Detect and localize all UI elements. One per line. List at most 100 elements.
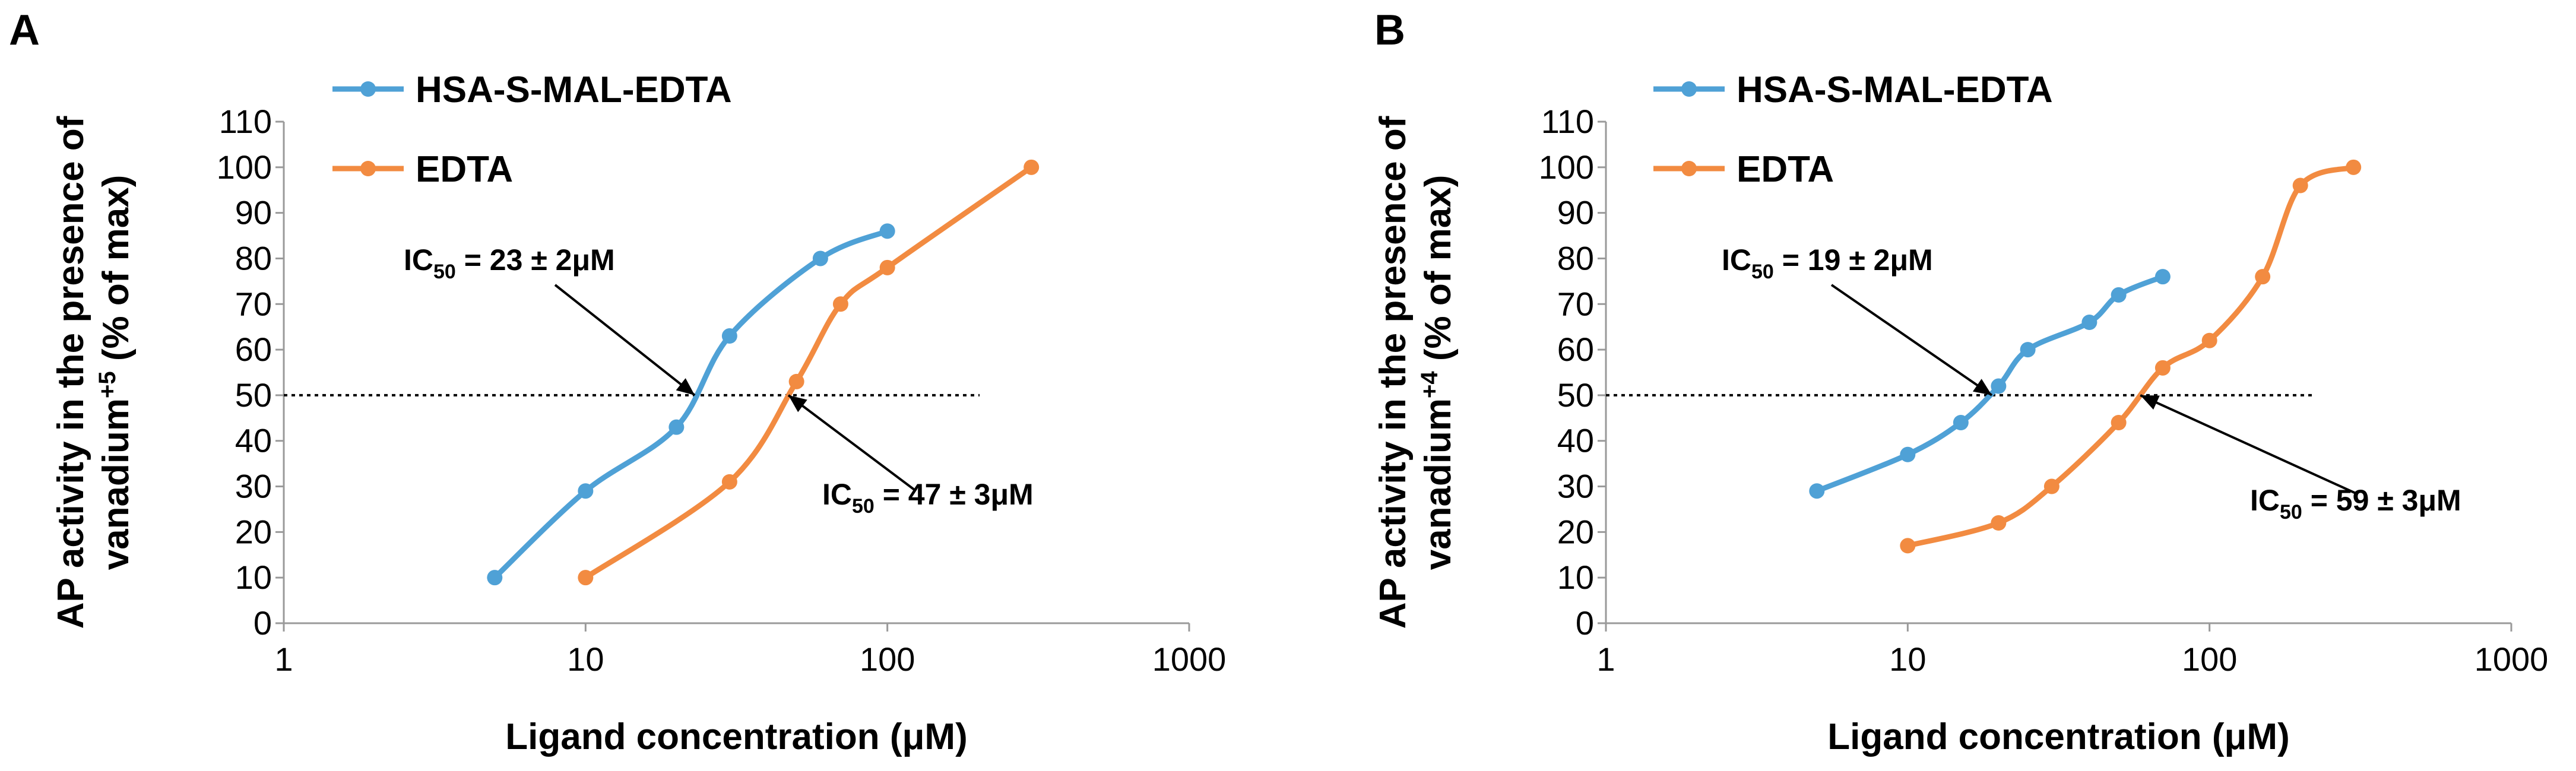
data-point: [879, 259, 895, 275]
y-tick-label: 80: [1557, 239, 1594, 277]
x-tick-label: 1: [1596, 640, 1615, 678]
data-point: [1953, 415, 1969, 430]
data-point: [1900, 538, 1916, 554]
ic50-label: IC50 = 23 ± 2μM: [404, 243, 615, 283]
x-axis-title: Ligand concentration (μM): [1827, 716, 2289, 757]
data-point: [721, 474, 737, 490]
data-point: [2111, 415, 2127, 430]
y-tick-label: 70: [235, 285, 272, 322]
y-tick-label: 0: [254, 604, 272, 642]
series-line: [1907, 164, 2355, 548]
legend-label: EDTA: [416, 149, 513, 190]
ic50-label: IC50 = 47 ± 3μM: [822, 478, 1034, 518]
data-point: [578, 483, 594, 499]
legend-swatch-marker: [1681, 161, 1697, 176]
annotation-arrow-head: [1972, 379, 1992, 395]
x-tick-label: 10: [567, 640, 604, 678]
y-tick-label: 80: [235, 239, 272, 277]
ic50-subscript: 50: [852, 495, 874, 518]
data-point: [668, 419, 685, 435]
legend-swatch-marker: [360, 81, 376, 97]
y-tick-label: 110: [219, 103, 272, 140]
y-tick-label: 30: [235, 468, 272, 505]
data-point: [1900, 446, 1916, 462]
ic50-value: = 59 ± 3μM: [2302, 484, 2461, 517]
y-tick-label: 60: [235, 331, 272, 368]
y-tick-label: 20: [235, 513, 272, 550]
data-point: [2020, 342, 2036, 358]
panel-letter: B: [1374, 7, 1405, 54]
y-axis-title-superscript: +5: [94, 371, 121, 398]
ic50-subscript: 50: [433, 261, 456, 283]
data-point: [2346, 159, 2362, 175]
y-tick-label: 90: [235, 194, 272, 231]
data-point: [1991, 378, 2007, 394]
annotation-arrow-line: [2140, 394, 2358, 495]
annotation-arrow-head: [788, 395, 807, 413]
y-axis-title-end: (% of max): [96, 175, 137, 372]
data-point: [1991, 515, 2007, 531]
series-hsa-s-mal-edta: HSA-S-MAL-EDTA: [332, 69, 895, 586]
data-point: [879, 223, 895, 239]
data-point: [1024, 159, 1040, 175]
ic50-annotation: IC50 = 59 ± 3μM: [2140, 394, 2461, 523]
y-tick-label: 50: [1557, 376, 1594, 414]
y-tick-label: 30: [1557, 468, 1594, 505]
ic50-annotation: IC50 = 19 ± 2μM: [1722, 243, 1993, 396]
y-axis-title-main: vanadium: [96, 398, 137, 570]
y-axis-title-line1: AP activity in the presence of: [1373, 116, 1414, 629]
data-point: [2043, 478, 2059, 494]
x-tick-label: 10: [1889, 640, 1926, 678]
legend-swatch-marker: [360, 161, 376, 176]
x-axis-title: Ligand concentration (μM): [505, 716, 967, 757]
x-tick-label: 1000: [1152, 640, 1227, 678]
data-point: [1809, 483, 1825, 499]
y-tick-label: 10: [1557, 559, 1594, 596]
data-point: [2201, 332, 2217, 348]
y-axis-title-line1: AP activity in the presence of: [50, 116, 91, 629]
data-point: [2292, 177, 2308, 193]
annotation-arrow-line: [554, 284, 696, 396]
series-line: [493, 229, 889, 580]
y-tick-label: 110: [1541, 103, 1594, 140]
legend-swatch-marker: [1681, 81, 1697, 97]
y-axis-title-line2: vanadium+5 (% of max): [94, 175, 137, 570]
y-tick-label: 40: [235, 422, 272, 459]
ic50-label: IC50 = 19 ± 2μM: [1722, 243, 1933, 283]
series-edta: EDTA: [1653, 149, 2362, 554]
annotation-arrow-line: [787, 394, 915, 491]
ic50-value: = 47 ± 3μM: [874, 478, 1034, 511]
ic50-value: = 19 ± 2μM: [1774, 243, 1933, 277]
x-tick-label: 1: [274, 640, 293, 678]
series-line: [1815, 274, 2164, 494]
y-tick-label: 70: [1557, 285, 1594, 322]
ic50-prefix: IC: [2250, 484, 2280, 517]
ic50-value: = 23 ± 2μM: [456, 243, 615, 277]
x-tick-label: 1000: [2474, 640, 2549, 678]
y-tick-label: 50: [235, 376, 272, 414]
y-tick-label: 40: [1557, 422, 1594, 459]
ic50-annotation: IC50 = 47 ± 3μM: [787, 394, 1034, 518]
ic50-label: IC50 = 59 ± 3μM: [2250, 484, 2461, 523]
x-tick-label: 100: [860, 640, 915, 678]
series-line: [584, 165, 1033, 580]
data-point: [2111, 287, 2127, 303]
ic50-prefix: IC: [404, 243, 433, 277]
y-axis-title-main: vanadium: [1418, 398, 1459, 570]
data-point: [2154, 360, 2171, 376]
data-point: [2255, 269, 2271, 285]
x-tick-label: 100: [2182, 640, 2237, 678]
y-tick-label: 20: [1557, 513, 1594, 550]
y-axis-title-end: (% of max): [1418, 175, 1459, 372]
data-point: [578, 570, 594, 586]
data-point: [2081, 315, 2097, 330]
legend-label: EDTA: [1737, 149, 1834, 190]
legend-label: HSA-S-MAL-EDTA: [1737, 69, 2053, 110]
annotation-arrow-head: [676, 378, 695, 395]
data-point: [788, 373, 804, 389]
panel-letter: A: [9, 7, 40, 54]
data-point: [2154, 269, 2171, 285]
legend-label: HSA-S-MAL-EDTA: [416, 69, 732, 110]
